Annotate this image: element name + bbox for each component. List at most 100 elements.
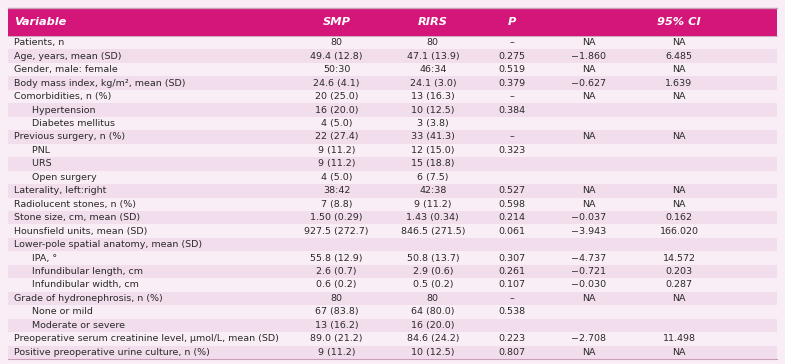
Text: 0.162: 0.162 xyxy=(666,213,692,222)
Text: NA: NA xyxy=(672,38,686,47)
Bar xyxy=(8,36,777,50)
Bar xyxy=(8,157,777,171)
Text: –: – xyxy=(509,38,514,47)
Text: 9 (11.2): 9 (11.2) xyxy=(318,146,356,155)
Bar xyxy=(8,184,777,198)
Text: 0.598: 0.598 xyxy=(498,200,525,209)
Text: 80: 80 xyxy=(427,38,439,47)
Text: 0.384: 0.384 xyxy=(498,106,525,115)
Bar xyxy=(8,292,777,305)
Text: Comorbidities, n (%): Comorbidities, n (%) xyxy=(14,92,111,101)
Text: 24.6 (4.1): 24.6 (4.1) xyxy=(313,79,360,88)
Text: 9 (11.2): 9 (11.2) xyxy=(414,200,451,209)
Text: Age, years, mean (SD): Age, years, mean (SD) xyxy=(14,52,122,61)
Text: 13 (16.3): 13 (16.3) xyxy=(411,92,455,101)
Text: −0.721: −0.721 xyxy=(571,267,606,276)
Text: 3 (3.8): 3 (3.8) xyxy=(417,119,449,128)
Text: NA: NA xyxy=(672,186,686,195)
Text: −1.860: −1.860 xyxy=(571,52,606,61)
Text: Preoperative serum creatinine level, μmol/L, mean (SD): Preoperative serum creatinine level, μmo… xyxy=(14,334,279,343)
Text: NA: NA xyxy=(582,65,595,74)
Text: 0.538: 0.538 xyxy=(498,307,525,316)
Text: NA: NA xyxy=(672,348,686,357)
Text: 0.323: 0.323 xyxy=(498,146,525,155)
Text: 14.572: 14.572 xyxy=(663,254,696,262)
Text: 4 (5.0): 4 (5.0) xyxy=(321,173,352,182)
Bar xyxy=(8,278,777,292)
Bar xyxy=(8,251,777,265)
Text: 1.43 (0.34): 1.43 (0.34) xyxy=(407,213,459,222)
Text: None or mild: None or mild xyxy=(26,307,93,316)
Bar xyxy=(8,144,777,157)
Text: 927.5 (272.7): 927.5 (272.7) xyxy=(305,227,369,236)
Text: 846.5 (271.5): 846.5 (271.5) xyxy=(400,227,466,236)
Text: 10 (12.5): 10 (12.5) xyxy=(411,348,455,357)
Text: 42:38: 42:38 xyxy=(419,186,447,195)
Text: Patients, n: Patients, n xyxy=(14,38,64,47)
Text: Stone size, cm, mean (SD): Stone size, cm, mean (SD) xyxy=(14,213,141,222)
Text: NA: NA xyxy=(672,200,686,209)
Text: –: – xyxy=(509,132,514,142)
Text: 0.527: 0.527 xyxy=(498,186,525,195)
Bar xyxy=(8,130,777,144)
Text: −4.737: −4.737 xyxy=(571,254,606,262)
Text: 50:30: 50:30 xyxy=(323,65,350,74)
Text: NA: NA xyxy=(582,200,595,209)
Text: 4 (5.0): 4 (5.0) xyxy=(321,119,352,128)
Text: 9 (11.2): 9 (11.2) xyxy=(318,159,356,169)
Text: SMP: SMP xyxy=(323,17,351,27)
Text: 80: 80 xyxy=(330,38,343,47)
Text: Infundibular length, cm: Infundibular length, cm xyxy=(26,267,143,276)
Text: Previous surgery, n (%): Previous surgery, n (%) xyxy=(14,132,125,142)
Text: Radiolucent stones, n (%): Radiolucent stones, n (%) xyxy=(14,200,136,209)
Text: 0.5 (0.2): 0.5 (0.2) xyxy=(413,281,453,289)
Text: 12 (15.0): 12 (15.0) xyxy=(411,146,455,155)
Text: NA: NA xyxy=(672,65,686,74)
Text: 0.6 (0.2): 0.6 (0.2) xyxy=(316,281,357,289)
Text: 0.214: 0.214 xyxy=(498,213,525,222)
Text: Lower-pole spatial anatomy, mean (SD): Lower-pole spatial anatomy, mean (SD) xyxy=(14,240,202,249)
Text: 166.020: 166.020 xyxy=(659,227,699,236)
Text: 0.519: 0.519 xyxy=(498,65,525,74)
Text: 84.6 (24.2): 84.6 (24.2) xyxy=(407,334,459,343)
Text: 15 (18.8): 15 (18.8) xyxy=(411,159,455,169)
Text: Diabetes mellitus: Diabetes mellitus xyxy=(26,119,115,128)
Bar xyxy=(8,305,777,318)
Text: NA: NA xyxy=(672,92,686,101)
Text: Hypertension: Hypertension xyxy=(26,106,96,115)
Bar xyxy=(8,103,777,117)
Text: NA: NA xyxy=(582,92,595,101)
Text: NA: NA xyxy=(582,132,595,142)
Text: 11.498: 11.498 xyxy=(663,334,696,343)
Text: 0.203: 0.203 xyxy=(666,267,692,276)
Text: 49.4 (12.8): 49.4 (12.8) xyxy=(311,52,363,61)
Text: 0.287: 0.287 xyxy=(666,281,692,289)
Text: 33 (41.3): 33 (41.3) xyxy=(411,132,455,142)
Text: Variable: Variable xyxy=(14,17,67,27)
Text: 95% CI: 95% CI xyxy=(657,17,701,27)
Text: −0.030: −0.030 xyxy=(571,281,606,289)
Bar xyxy=(8,265,777,278)
Text: 22 (27.4): 22 (27.4) xyxy=(315,132,359,142)
Text: 80: 80 xyxy=(330,294,343,303)
Text: 50.8 (13.7): 50.8 (13.7) xyxy=(407,254,459,262)
Bar xyxy=(8,90,777,103)
Text: Open surgery: Open surgery xyxy=(26,173,97,182)
Bar xyxy=(8,198,777,211)
Text: 9 (11.2): 9 (11.2) xyxy=(318,348,356,357)
Bar xyxy=(8,63,777,76)
Text: Grade of hydronephrosis, n (%): Grade of hydronephrosis, n (%) xyxy=(14,294,162,303)
Text: 1.50 (0.29): 1.50 (0.29) xyxy=(311,213,363,222)
Text: 0.275: 0.275 xyxy=(498,52,525,61)
Text: 0.061: 0.061 xyxy=(498,227,525,236)
Text: NA: NA xyxy=(582,38,595,47)
Text: NA: NA xyxy=(582,348,595,357)
Text: 47.1 (13.9): 47.1 (13.9) xyxy=(407,52,459,61)
Bar xyxy=(8,318,777,332)
Text: NA: NA xyxy=(582,294,595,303)
Text: −3.943: −3.943 xyxy=(571,227,606,236)
Bar xyxy=(8,117,777,130)
Bar xyxy=(8,171,777,184)
Text: 0.307: 0.307 xyxy=(498,254,525,262)
Text: Infundibular width, cm: Infundibular width, cm xyxy=(26,281,139,289)
